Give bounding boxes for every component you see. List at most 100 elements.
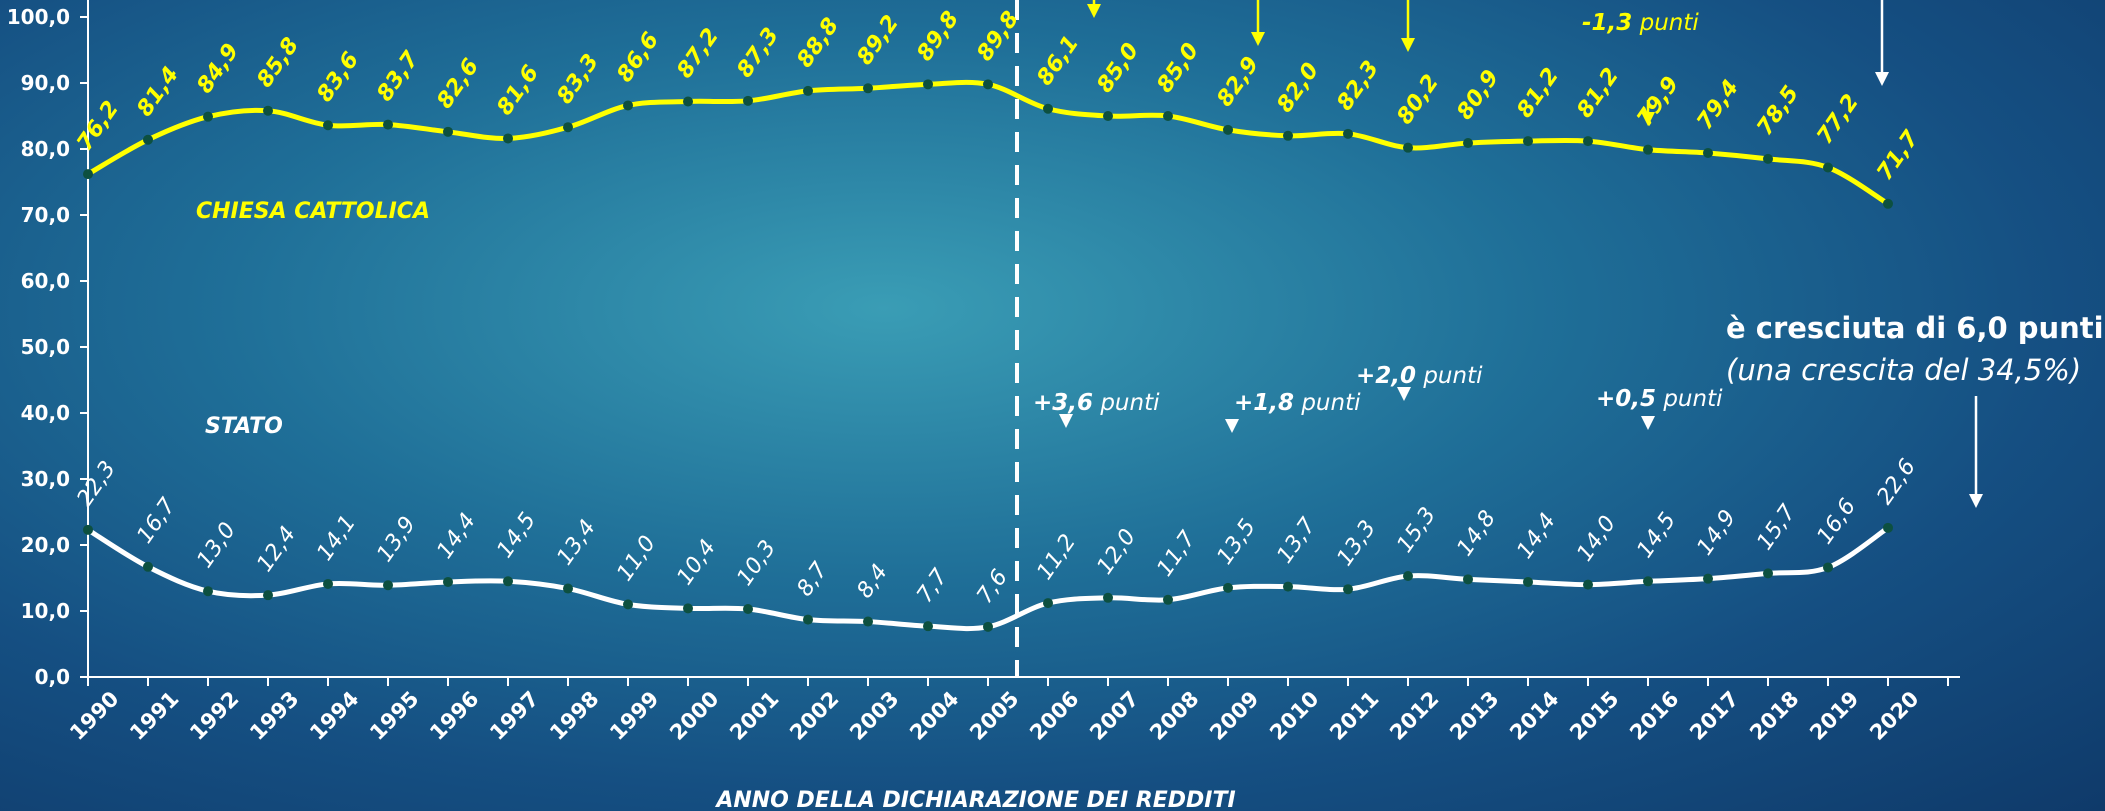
chiesa-cattolica-marker [863,83,873,94]
chiesa-cattolica-marker [263,105,273,116]
stato-change-marker [1225,419,1239,433]
chiesa-cattolica-data-label: 82,3 [1332,56,1384,115]
x-tick-label: 2001 [725,687,783,745]
cc-change-label: -1,3 punti [1582,10,1699,36]
chiesa-cattolica-data-label: 86,1 [1032,31,1084,90]
stato-marker [1883,522,1893,533]
stato-change-value: +1,8 [1234,390,1294,416]
stato-marker [743,604,753,615]
chiesa-cattolica-data-label: 80,2 [1392,70,1444,129]
y-tick-label: 10,0 [21,599,70,623]
x-axis-title: ANNO DELLA DICHIARAZIONE DEI REDDITI [714,788,1235,811]
chiesa-cattolica-data-label: 81,2 [1512,64,1564,123]
series-name-stato: STATO [205,414,283,439]
x-tick-label: 2000 [665,687,723,745]
stato-change-value: +2,0 [1356,363,1416,389]
stato-change-marker [1059,414,1073,428]
x-tick-label: 2014 [1505,687,1563,745]
chiesa-cattolica-data-label: 85,0 [1092,39,1144,98]
chiesa-cattolica-marker [1583,136,1593,147]
chiesa-cattolica-marker [1403,142,1413,153]
y-tick-label: 40,0 [21,401,70,425]
data-labels: 76,281,4 84,9 85,8 83,6 83,7 82,6 81,6 83,3 86,6… [72,7,1924,608]
stato-data-label: 22,3 [72,457,121,511]
x-tick-label: 1994 [305,687,363,745]
x-tick-label: 1992 [185,687,243,745]
chiesa-cattolica-data-label: 83,6 [312,48,364,107]
chiesa-cattolica-marker [743,95,753,106]
chiesa-cattolica-marker [1223,124,1233,135]
chiesa-cattolica-marker [1883,198,1893,209]
chiesa-cattolica-marker [1643,144,1653,155]
stato-marker [1763,568,1773,579]
stato-data-label: 13,3 [1332,516,1381,570]
chiesa-cattolica-data-label: 82,0 [1272,58,1324,117]
x-tick-label: 1999 [605,687,663,745]
stato-marker [563,583,573,594]
y-tick-label: 60,0 [21,269,70,293]
chiesa-cattolica-data-label: 86,6 [612,28,664,87]
chiesa-cattolica-marker [923,79,933,90]
cc-arrow-head [1641,112,1655,126]
cc-arrow-head [1251,32,1265,46]
chiesa-cattolica-marker [563,122,573,133]
x-tick-label: 2006 [1025,687,1083,745]
stato-2020-arrow-head [1969,494,1983,508]
stato-data-label: 8,7 [792,558,833,601]
stato-data-label: 7,6 [972,565,1013,608]
stato-marker [143,561,153,572]
stato-data-label: 11,2 [1032,530,1081,584]
stato-data-label: 12,4 [252,522,301,576]
stato-marker [1643,576,1653,587]
chiesa-cattolica-data-label: 79,4 [1692,76,1744,135]
stato-change-label: +2,0 punti [1356,363,1483,389]
stato-data-label: 13,5 [1212,515,1261,569]
chiesa-cattolica-marker [83,169,93,180]
chiesa-cattolica-marker [623,100,633,111]
chiesa-cattolica-data-label: 81,2 [1572,64,1624,123]
chiesa-cattolica-marker [503,133,513,144]
chiesa-cattolica-data-label: 71,7 [1872,126,1924,185]
chiesa-cattolica-marker [1043,103,1053,114]
stato-marker [1523,576,1533,587]
chiesa-cattolica-marker [1823,162,1833,173]
x-tick-label: 2008 [1145,687,1203,745]
y-tick-label: 90,0 [21,71,70,95]
stato-marker [443,576,453,587]
chiesa-cattolica-data-label: 81,4 [132,62,184,121]
chiesa-cattolica-data-label: 85,8 [252,33,304,92]
series-names: CHIESA CATTOLICA STATO [196,199,430,439]
chiesa-cattolica-marker [1343,128,1353,139]
stato-marker [503,576,513,587]
stato-data-label: 10,4 [672,535,721,589]
y-tick-label: 30,0 [21,467,70,491]
stato-marker [1163,594,1173,605]
x-tick-label: 1990 [65,687,123,745]
stato-data-label: 22,6 [1872,455,1921,509]
chiesa-cattolica-marker [1523,136,1533,147]
stato-data-label: 14,5 [492,508,541,562]
stato-change-label: +1,8 punti [1234,390,1361,416]
stato-data-label: 13,9 [372,512,421,566]
stato-data-label: 11,0 [612,531,661,585]
stato-marker [383,580,393,591]
x-tick-label: 2010 [1265,687,1323,745]
chiesa-cattolica-marker [1763,153,1773,164]
stato-change-marker [1641,416,1655,430]
stato-change-label: +3,6 punti [1033,390,1160,416]
stato-data-label: 13,4 [552,516,601,570]
stato-data-label: 8,4 [852,560,893,603]
annotations: -1,3 punti +3,6 punti +1,8 punti+2,0 punti… [1033,0,2104,508]
stato-data-label: 16,7 [132,494,181,548]
chiesa-cattolica-marker [383,119,393,130]
stato-data-label: 14,0 [1572,512,1621,566]
x-tick-label: 2019 [1805,687,1863,745]
y-tick-label: 70,0 [21,203,70,227]
chiesa-cattolica-data-label: 82,9 [1212,52,1264,111]
y-axis: 0,0 10,0 20,0 30,0 40,0 50,0 60,0 70,0 80,0 90,0 1… [7,0,89,689]
chiesa-cattolica-line [85,79,1891,207]
y-tick-label: 0,0 [35,665,70,689]
chiesa-cattolica-marker [1463,138,1473,149]
stato-marker [263,590,273,601]
